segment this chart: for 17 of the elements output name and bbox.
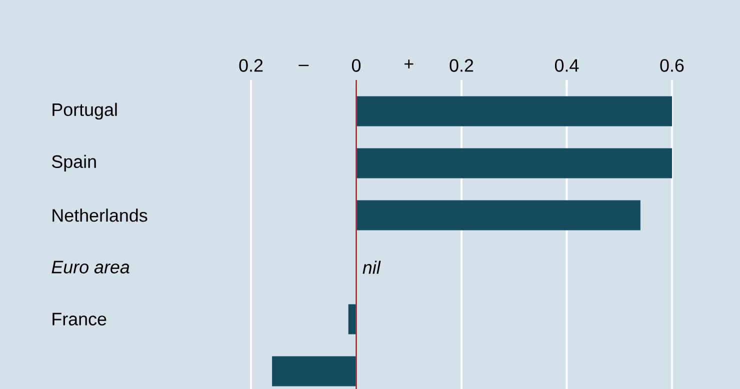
y-tick-label: Spain (52, 154, 96, 172)
x-tick-label: 0.6 (660, 59, 684, 72)
x-tick-label: 0.2 (450, 59, 474, 72)
bar (356, 148, 672, 178)
y-tick-label: Euro area (52, 260, 130, 274)
y-tick-label: Portugal (52, 102, 117, 120)
data-label: nil (362, 260, 381, 274)
x-tick-label: 0.4 (554, 59, 579, 72)
text: + (404, 60, 414, 68)
x-tick-label: 0.2 (239, 59, 263, 72)
text: – (298, 64, 309, 66)
bar (272, 356, 356, 386)
bar (356, 200, 640, 230)
y-tick-label: France (52, 312, 106, 326)
y-tick-label: Netherlands (52, 208, 148, 222)
x-tick-label: 0 (352, 59, 361, 72)
bar (356, 96, 672, 126)
